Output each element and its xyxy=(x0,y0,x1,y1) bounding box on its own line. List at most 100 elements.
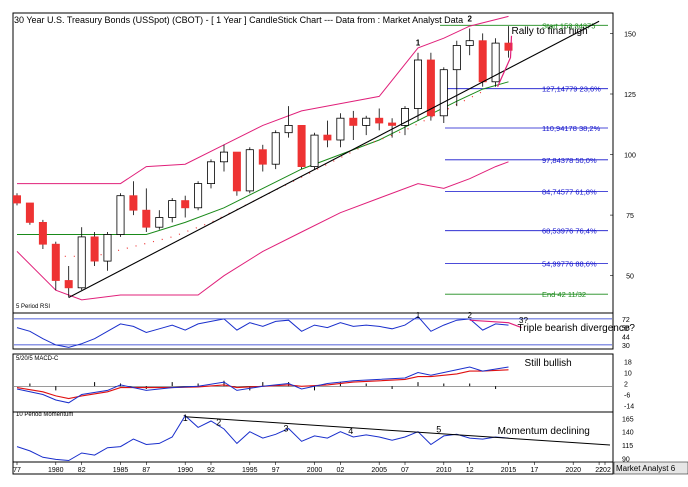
momentum-wave-label: 2 xyxy=(216,417,221,427)
price-y-tick-label: 75 xyxy=(626,213,634,220)
momentum-wave-label: 1 xyxy=(183,413,188,423)
x-tick-label: 2020 xyxy=(565,467,581,474)
price-y-axis: 50 75 100 125 150 xyxy=(610,31,636,281)
candle-bullish xyxy=(400,108,409,126)
rsi-wave-label: 3? xyxy=(519,316,528,325)
x-axis: 77 1980 82 1985 87 1990 92 1995 97 2000 02 2005 07 20… xyxy=(12,461,614,475)
momentum-wave-label: 5 xyxy=(436,425,441,435)
momentum-y-tick-label: 140 xyxy=(622,430,634,437)
rsi-y-tick-label: 44 xyxy=(622,334,630,341)
macd-y-tick-label: -6 xyxy=(624,393,630,400)
macd-plot xyxy=(14,366,612,404)
candle-bearish xyxy=(142,209,151,228)
macd-y-tick-label: 2 xyxy=(624,382,628,389)
fib-levels: Start 153,34375 127,14779 23,6% 110,94178 … xyxy=(440,21,608,299)
x-tick-label: 2005 xyxy=(371,467,387,474)
x-tick-label: 1990 xyxy=(177,467,193,474)
macd-y-axis: 18 10 2 -6 -14 xyxy=(624,360,634,411)
fib-level-label: 68,53976 76,4% xyxy=(542,227,597,236)
candle-bearish xyxy=(504,42,513,51)
candle-bullish xyxy=(245,149,254,192)
candle-bearish xyxy=(232,151,241,192)
x-tick-label: 22 xyxy=(595,467,603,474)
x-tick-label: 1995 xyxy=(242,467,258,474)
x-tick-label: 82 xyxy=(78,467,86,474)
macd-annotation-text: Still bullish xyxy=(525,358,572,369)
candle-bullish xyxy=(310,134,319,168)
fib-level-label: Start 153,34375 xyxy=(542,21,595,30)
rsi-wave-label: 2 xyxy=(467,311,472,320)
x-tick-label: 1985 xyxy=(113,467,129,474)
rsi-panel-frame xyxy=(12,312,614,350)
price-annotations: 1 2 Rally to final high xyxy=(416,14,588,87)
momentum-y-tick-label: 165 xyxy=(622,416,634,423)
rsi-y-tick-label: 72 xyxy=(622,317,630,324)
annotation-rally-text: Rally to final high xyxy=(512,26,588,37)
macd-panel-label: 5/20/5 MACD-C xyxy=(16,356,59,362)
momentum-y-tick-label: 115 xyxy=(622,443,633,450)
candle-bearish xyxy=(478,40,487,83)
brand-box xyxy=(613,461,688,475)
momentum-wave-label: 3 xyxy=(283,424,288,434)
candle-bearish xyxy=(323,134,332,141)
price-y-tick-label: 50 xyxy=(626,274,634,281)
candle-bullish xyxy=(155,217,164,228)
candle-bullish xyxy=(336,117,345,141)
x-tick-label: 12 xyxy=(466,467,474,474)
candle-bullish xyxy=(103,234,112,262)
rally-arrow xyxy=(497,35,513,87)
macd-panel: 5/20/5 MACD-C 18 10 2 -6 -14 Still bullish xyxy=(12,353,634,413)
x-tick-label: 17 xyxy=(531,467,539,474)
macd-line xyxy=(16,366,509,404)
chart-title: 30 Year U.S. Treasury Bonds (USSpot) (CB… xyxy=(14,15,463,25)
candle-bearish xyxy=(51,243,60,281)
momentum-line xyxy=(16,414,509,462)
rsi-annotations: 1 2 3?Triple bearish divergence? xyxy=(416,311,636,334)
x-tick-label: 07 xyxy=(401,467,409,474)
momentum-y-axis: 165 140 115 90 xyxy=(622,416,634,463)
rsi-divergence-arrow xyxy=(469,319,522,329)
momentum-plot xyxy=(16,414,611,462)
candle-bullish xyxy=(465,40,474,46)
price-y-tick-label: 150 xyxy=(624,31,636,38)
trendline xyxy=(68,20,600,298)
candle-bullish xyxy=(362,117,371,126)
candle-bullish xyxy=(194,183,203,209)
candle-bullish xyxy=(206,161,215,185)
fib-level-label: 54,99776 88,6% xyxy=(542,260,597,269)
x-tick-label: 2010 xyxy=(436,467,452,474)
candle-bearish xyxy=(90,236,99,262)
candle-bearish xyxy=(258,149,267,165)
candle-bullish xyxy=(116,195,125,235)
macd-annotations: Still bullish xyxy=(525,358,572,369)
candle-bearish xyxy=(426,59,435,117)
x-ticks: 77 1980 82 1985 87 1990 92 1995 97 2000 02 2005 07 20… xyxy=(13,462,611,474)
momentum-panel-label: 10 Period Momentum xyxy=(16,412,73,418)
candle-bullish xyxy=(491,42,500,83)
x-axis-strip xyxy=(12,461,614,475)
candle-bearish xyxy=(12,195,21,204)
candle-bullish xyxy=(77,236,86,289)
candle-bearish xyxy=(297,125,306,168)
candle-bearish xyxy=(181,200,190,209)
fib-level-label: 84,74577 61,8% xyxy=(542,188,597,197)
rsi-panel-label: 5 Period RSI xyxy=(16,304,50,310)
candles xyxy=(12,26,513,298)
macd-y-tick-label: 10 xyxy=(624,371,632,378)
price-panel: Start 153,34375 127,14779 23,6% 110,94178 … xyxy=(12,12,636,314)
fib-level-label: 110,94178 38,2% xyxy=(542,124,601,133)
candle-bullish xyxy=(284,125,293,134)
trendline-group xyxy=(68,20,600,298)
fib-level-label: 127,14779 23,6% xyxy=(542,85,601,94)
price-y-tick-label: 125 xyxy=(624,92,636,99)
fib-level-label: End 42 11/32 xyxy=(542,290,586,299)
bollinger-lower-band xyxy=(16,161,509,301)
macd-y-tick-label: 18 xyxy=(624,360,632,367)
candle-bullish xyxy=(219,151,228,163)
candle-bearish xyxy=(388,122,397,126)
candle-bearish xyxy=(64,280,73,289)
candle-bearish xyxy=(38,221,47,245)
candle-bullish xyxy=(439,69,448,117)
